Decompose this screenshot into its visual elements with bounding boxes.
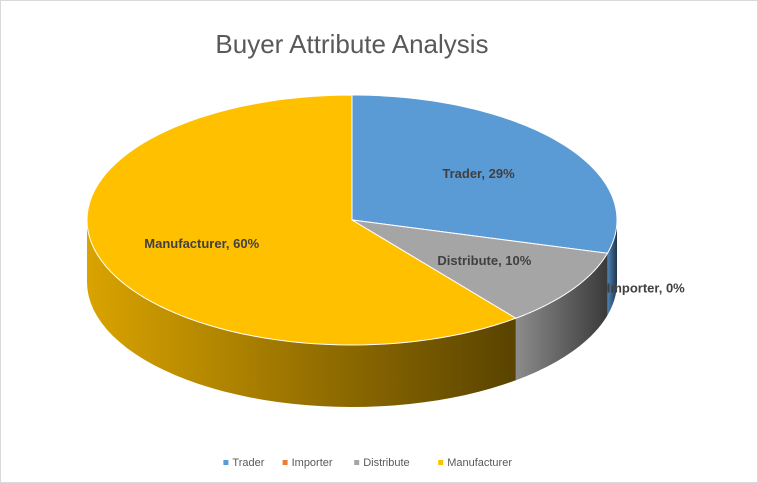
slice: [351, 219, 609, 319]
legend-label: Importer: [292, 457, 333, 469]
legend-swatch: [223, 460, 229, 465]
data-label: Manufacturer, 60%: [144, 236, 259, 251]
slice-side: [515, 253, 608, 381]
legend-label: Manufacturer: [447, 457, 512, 469]
slice: [351, 94, 618, 254]
data-label: Importer, 0%: [607, 281, 685, 296]
slice: [86, 94, 517, 346]
slice-side: [87, 220, 516, 407]
data-label: Distribute, 10%: [437, 253, 531, 268]
chart-title: Buyer Attribute Analysis: [215, 29, 488, 59]
legend-swatch: [282, 460, 288, 465]
data-label: Trader, 29%: [442, 166, 515, 181]
legend-swatch: [354, 460, 360, 465]
legend-label: Trader: [232, 457, 264, 469]
legend-swatch: [438, 460, 444, 465]
slice-side: [607, 220, 617, 316]
legend-label: Distribute: [363, 457, 409, 469]
